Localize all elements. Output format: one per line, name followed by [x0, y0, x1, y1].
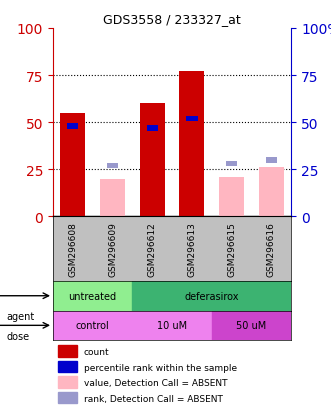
Bar: [53, 311, 132, 340]
Bar: [58, 361, 77, 373]
Text: GSM296608: GSM296608: [68, 222, 77, 276]
Text: 10 uM: 10 uM: [157, 320, 187, 330]
Text: GSM296612: GSM296612: [148, 222, 157, 276]
Text: count: count: [84, 347, 110, 356]
Text: percentile rank within the sample: percentile rank within the sample: [84, 363, 237, 372]
Bar: [58, 392, 77, 404]
Title: GDS3558 / 233327_at: GDS3558 / 233327_at: [103, 13, 241, 26]
Text: GSM296609: GSM296609: [108, 222, 117, 276]
Bar: [132, 281, 291, 311]
Text: GSM296613: GSM296613: [187, 222, 197, 276]
Bar: [100, 179, 125, 217]
Bar: [60, 114, 85, 217]
Bar: [266, 158, 277, 163]
Bar: [67, 124, 78, 129]
Bar: [226, 161, 237, 167]
Bar: [132, 311, 212, 340]
Bar: [259, 168, 284, 217]
Text: GSM296616: GSM296616: [267, 222, 276, 276]
Bar: [179, 72, 205, 217]
Text: agent: agent: [7, 311, 35, 321]
Bar: [212, 311, 291, 340]
Bar: [107, 163, 118, 169]
Text: GSM296615: GSM296615: [227, 222, 236, 276]
Text: untreated: untreated: [69, 291, 117, 301]
Bar: [58, 376, 77, 388]
Bar: [53, 281, 132, 311]
Text: dose: dose: [7, 332, 30, 342]
Bar: [58, 345, 77, 357]
Text: control: control: [76, 320, 110, 330]
Bar: [186, 116, 198, 122]
Text: 50 uM: 50 uM: [236, 320, 267, 330]
Bar: [219, 177, 244, 217]
Bar: [147, 126, 158, 131]
Text: rank, Detection Call = ABSENT: rank, Detection Call = ABSENT: [84, 394, 223, 403]
Bar: [140, 104, 165, 217]
Text: deferasirox: deferasirox: [185, 291, 239, 301]
Text: value, Detection Call = ABSENT: value, Detection Call = ABSENT: [84, 378, 227, 387]
